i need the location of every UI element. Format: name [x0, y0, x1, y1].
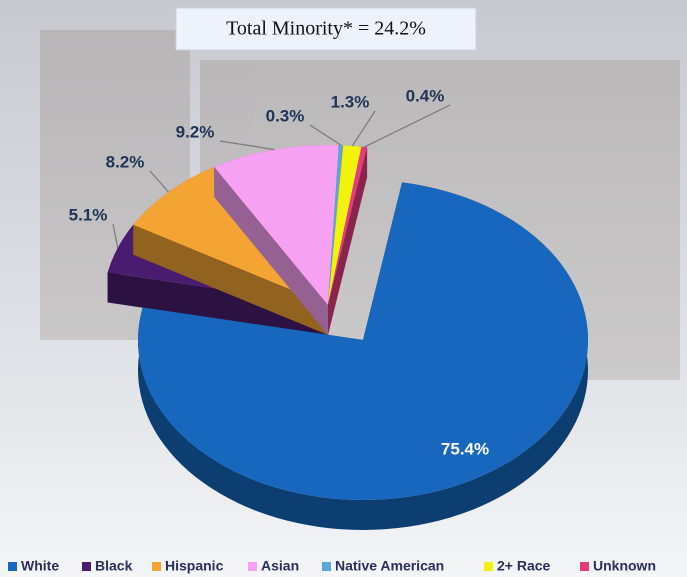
- legend-swatch: [248, 562, 257, 571]
- legend-label: Black: [95, 558, 133, 574]
- legend-swatch: [8, 562, 17, 571]
- leader-line: [351, 110, 376, 147]
- data-label: 0.4%: [406, 86, 445, 105]
- pie-slice: [214, 145, 339, 305]
- data-label: 9.2%: [176, 122, 215, 141]
- slice-side: [133, 224, 328, 335]
- legend-label: Asian: [261, 558, 299, 574]
- legend-swatch: [152, 562, 161, 571]
- legend-label: White: [21, 558, 59, 574]
- data-label: 0.3%: [266, 106, 305, 125]
- pie-slice: [138, 182, 589, 500]
- pie-slice: [328, 145, 362, 305]
- legend-label: Unknown: [593, 558, 656, 574]
- slice-side: [328, 147, 368, 335]
- leader-line: [364, 104, 451, 148]
- slice-side: [214, 166, 328, 335]
- chart-title: Total Minority* = 24.2%: [226, 18, 426, 40]
- legend-swatch: [322, 562, 331, 571]
- data-label: 1.3%: [331, 92, 370, 111]
- legend-label: 2+ Race: [497, 558, 551, 574]
- legend-label: Native American: [335, 558, 444, 574]
- pie-slice: [328, 145, 344, 305]
- leader-line: [219, 140, 275, 151]
- leader-line: [309, 124, 342, 146]
- slice-side: [107, 272, 328, 335]
- legend-label: Hispanic: [165, 558, 224, 574]
- data-label: 75.4%: [441, 439, 489, 458]
- legend-swatch: [484, 562, 493, 571]
- legend-swatch: [82, 562, 91, 571]
- title-box: [175, 7, 477, 51]
- leader-line: [112, 223, 119, 249]
- leader-line: [149, 170, 169, 193]
- data-label: 8.2%: [106, 152, 145, 171]
- data-label: 5.1%: [69, 205, 108, 224]
- pie-slice: [328, 146, 368, 305]
- legend-swatch: [580, 562, 589, 571]
